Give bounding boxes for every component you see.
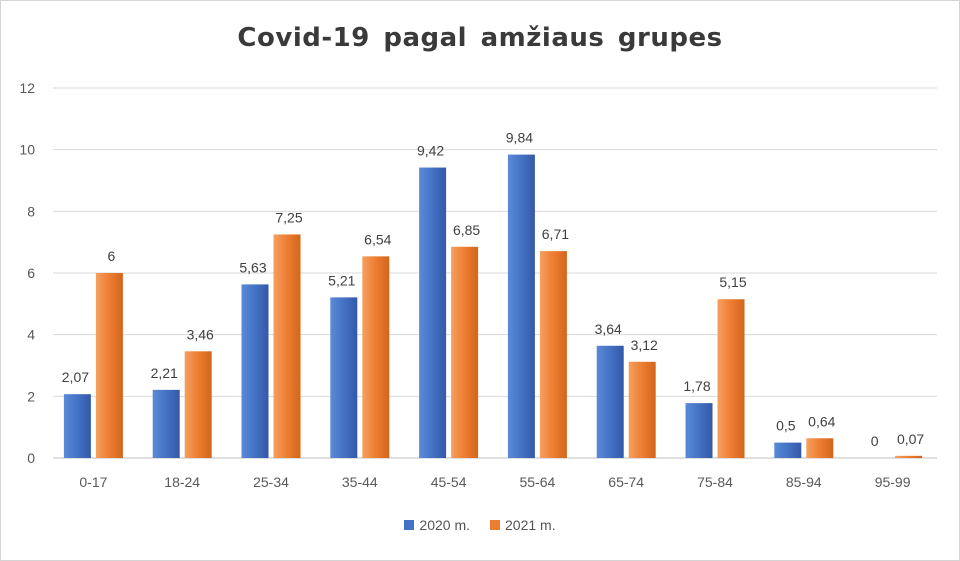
legend-label-2020: 2020 m. [419,517,470,533]
data-label: 7,25 [275,209,302,225]
bar-2020m-75-84 [685,403,713,458]
data-label: 6 [108,248,116,264]
bar-2020m-45-54 [419,167,447,459]
data-label: 9,84 [506,130,533,146]
legend-swatch-2021 [490,520,500,530]
x-tick-label: 85-94 [786,474,822,490]
x-tick-label: 18-24 [164,474,200,490]
bar-2021m-35-44 [362,256,390,458]
bar-2021m-45-54 [451,246,479,458]
x-tick-label: 75-84 [697,474,733,490]
bar-2021m-95-99 [895,455,923,458]
bar-2020m-25-34 [241,284,269,458]
bar-2020m-35-44 [330,297,358,458]
chart-title: Covid-19 pagal amžiaus grupes [237,23,723,53]
data-label: 3,12 [631,337,658,353]
data-label: 5,63 [239,259,266,275]
bar-2021m-75-84 [717,299,745,458]
x-tick-label: 25-34 [253,474,289,490]
x-tick-label: 35-44 [342,474,378,490]
bar-2020m-85-94 [774,442,802,458]
legend: 2020 m. 2021 m. [1,517,959,533]
bar-2020m-0-17 [63,394,91,458]
y-tick-label: 6 [27,265,35,281]
y-tick-label: 4 [27,327,35,343]
bar-2021m-85-94 [806,438,834,458]
data-label: 5,21 [328,272,355,288]
bar-2021m-18-24 [184,351,212,458]
data-label: 6,54 [364,231,391,247]
x-tick-label: 95-99 [875,474,911,490]
y-tick-label: 10 [19,142,35,158]
bar-2021m-0-17 [95,273,123,458]
y-tick-label: 12 [19,80,35,96]
bar-2021m-25-34 [273,234,301,458]
x-tick-label: 55-64 [519,474,555,490]
data-label: 1,78 [683,378,710,394]
legend-item-2021: 2021 m. [490,517,556,533]
data-label: 0,07 [897,431,924,447]
data-label: 6,71 [542,226,569,242]
data-label: 2,07 [62,369,89,385]
y-tick-label: 0 [27,450,35,466]
legend-item-2020: 2020 m. [404,517,470,533]
bar-2021m-65-74 [628,361,656,458]
x-tick-label: 65-74 [608,474,644,490]
data-label: 3,64 [595,321,622,337]
data-label: 3,46 [187,326,214,342]
x-tick-label: 0-17 [79,474,107,490]
bar-2020m-18-24 [152,389,180,458]
legend-label-2021: 2021 m. [505,517,556,533]
y-tick-label: 8 [27,203,35,219]
data-label: 9,42 [417,143,444,159]
data-label: 0,64 [808,413,835,429]
y-tick-label: 2 [27,388,35,404]
data-label: 2,21 [151,365,178,381]
bar-2020m-65-74 [596,345,624,458]
data-label: 5,15 [719,274,746,290]
data-label: 0 [871,433,879,449]
legend-swatch-2020 [404,520,415,530]
x-tick-label: 45-54 [431,474,467,490]
bar-2021m-55-64 [539,251,567,458]
bar-2020m-55-64 [507,154,535,458]
data-label: 6,85 [453,222,480,238]
data-label: 0,5 [776,418,796,434]
